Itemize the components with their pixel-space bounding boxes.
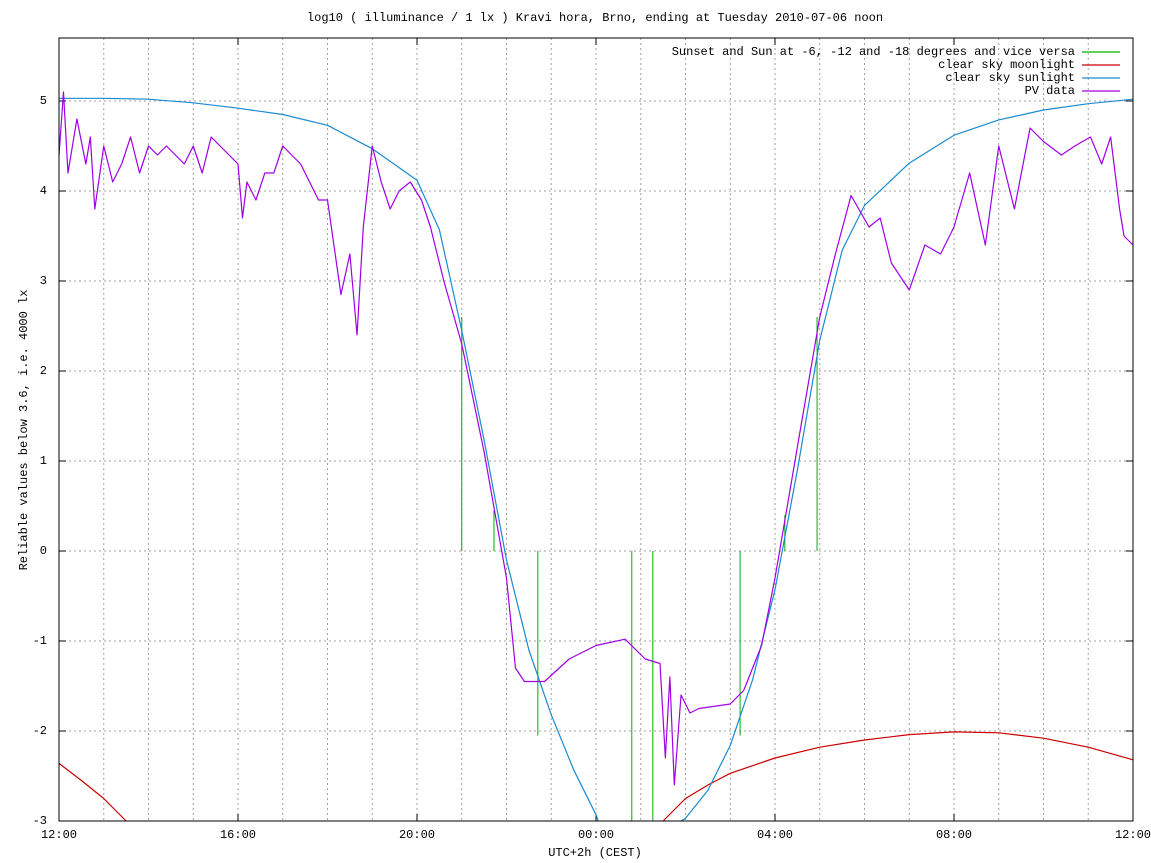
- plot-border: [58, 37, 1134, 822]
- series-line: [59, 97, 1134, 822]
- y-axis-label: Reliable values below 3.6, i.e. 4000 lx: [17, 290, 31, 571]
- x-axis-label: UTC+2h (CEST): [548, 846, 642, 860]
- y-tick-label: 0: [40, 544, 47, 558]
- x-tick-label: 20:00: [399, 828, 435, 842]
- x-tick-label: 00:00: [578, 828, 614, 842]
- y-tick-label: 5: [40, 94, 47, 108]
- x-tick-label: 12:00: [41, 828, 77, 842]
- legend-label: Sunset and Sun at -6, -12 and -18 degree…: [672, 45, 1075, 59]
- y-tick-label: 4: [40, 184, 47, 198]
- y-tick-label: 1: [40, 454, 47, 468]
- y-tick-label: -3: [33, 814, 47, 828]
- y-tick-label: -1: [33, 634, 47, 648]
- legend-label: PV data: [1025, 84, 1075, 98]
- x-tick-label: 16:00: [220, 828, 256, 842]
- chart-title: log10 ( illuminance / 1 lx ) Kravi hora,…: [307, 11, 883, 25]
- series-line: [58, 91, 1134, 786]
- y-tick-label: 2: [40, 364, 47, 378]
- series-line: [58, 731, 1134, 822]
- x-tick-label: 04:00: [757, 828, 793, 842]
- legend-label: clear sky sunlight: [945, 71, 1075, 85]
- y-tick-label: 3: [40, 274, 47, 288]
- legend-label: clear sky moonlight: [938, 58, 1075, 72]
- y-tick-label: -2: [33, 724, 47, 738]
- x-tick-label: 08:00: [936, 828, 972, 842]
- x-tick-label: 12:00: [1115, 828, 1151, 842]
